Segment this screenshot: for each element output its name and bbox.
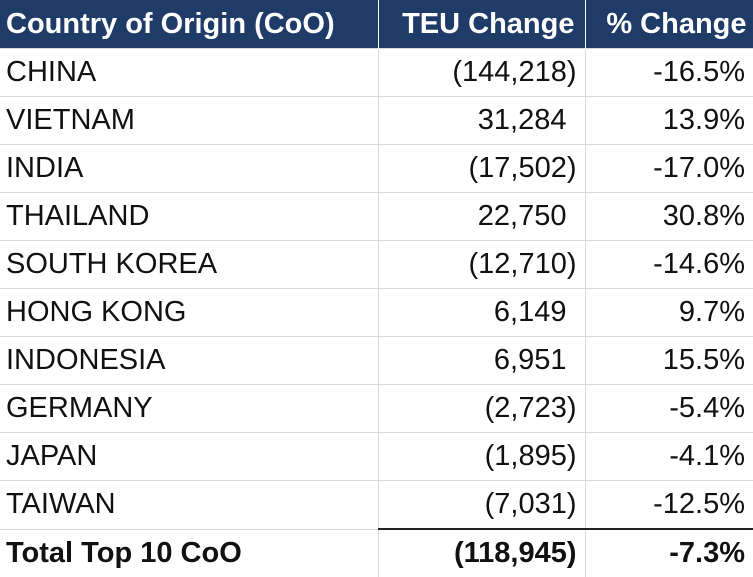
cell: INDIA — [0, 144, 379, 193]
cell: 15.5% — [584, 336, 753, 385]
cell: (118,945) — [377, 528, 586, 577]
cell: (12,710) — [377, 240, 586, 289]
cell: GERMANY — [0, 384, 379, 433]
table-row: SOUTH KOREA (12,710) -14.6% — [0, 240, 753, 289]
table-row: THAILAND 22,750 30.8% — [0, 192, 753, 241]
cell: 30.8% — [584, 192, 753, 241]
cell: CHINA — [0, 48, 379, 97]
cell: (2,723) — [377, 384, 586, 433]
cell: -12.5% — [584, 480, 753, 530]
cell: HONG KONG — [0, 288, 379, 337]
header-cell: TEU Change — [378, 0, 586, 49]
cell: 22,750 — [377, 192, 586, 241]
cell: -5.4% — [584, 384, 753, 433]
cell: INDONESIA — [0, 336, 379, 385]
cell: VIETNAM — [0, 96, 379, 145]
total-row: Total Top 10 CoO (118,945) -7.3% — [0, 528, 753, 577]
header-cell: % Change — [585, 0, 753, 49]
cell: JAPAN — [0, 432, 379, 481]
cell: (1,895) — [377, 432, 586, 481]
table-row: CHINA (144,218) -16.5% — [0, 48, 753, 97]
table-row: HONG KONG 6,149 9.7% — [0, 288, 753, 337]
cell: (17,502) — [377, 144, 586, 193]
cell: 6,951 — [377, 336, 586, 385]
cell: -14.6% — [584, 240, 753, 289]
cell: -17.0% — [584, 144, 753, 193]
cell: -7.3% — [584, 528, 753, 577]
table-row: INDONESIA 6,951 15.5% — [0, 336, 753, 385]
cell: (144,218) — [377, 48, 586, 97]
cell: 9.7% — [584, 288, 753, 337]
cell: Total Top 10 CoO — [0, 528, 379, 577]
cell: 31,284 — [377, 96, 586, 145]
table-row: GERMANY (2,723) -5.4% — [0, 384, 753, 433]
table-row: INDIA (17,502) -17.0% — [0, 144, 753, 193]
table-row: TAIWAN (7,031) -12.5% — [0, 480, 753, 530]
cell: 13.9% — [584, 96, 753, 145]
cell: TAIWAN — [0, 480, 379, 530]
cell: 6,149 — [377, 288, 586, 337]
table-row: VIETNAM 31,284 13.9% — [0, 96, 753, 145]
cell: (7,031) — [377, 480, 586, 530]
cell: THAILAND — [0, 192, 379, 241]
cell: SOUTH KOREA — [0, 240, 379, 289]
cell: -4.1% — [584, 432, 753, 481]
table-row: JAPAN (1,895) -4.1% — [0, 432, 753, 481]
header-row: Country of Origin (CoO) TEU Change% Chang… — [0, 0, 753, 49]
cell: -16.5% — [584, 48, 753, 97]
header-cell: Country of Origin (CoO) — [0, 0, 379, 49]
